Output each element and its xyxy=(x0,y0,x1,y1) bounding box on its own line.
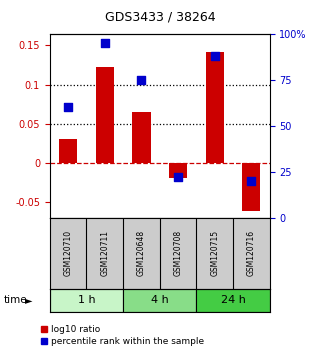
Point xyxy=(212,53,217,58)
Bar xyxy=(96,67,114,163)
Legend: log10 ratio, percentile rank within the sample: log10 ratio, percentile rank within the … xyxy=(37,321,208,349)
Point xyxy=(249,178,254,184)
Text: time: time xyxy=(3,295,27,305)
Bar xyxy=(196,289,270,312)
Text: GSM120715: GSM120715 xyxy=(210,230,219,276)
Bar xyxy=(123,289,196,312)
Text: 24 h: 24 h xyxy=(221,295,246,305)
Text: GSM120711: GSM120711 xyxy=(100,230,109,276)
Text: GSM120708: GSM120708 xyxy=(174,230,183,276)
Text: 4 h: 4 h xyxy=(151,295,169,305)
Text: ►: ► xyxy=(24,295,32,305)
Bar xyxy=(205,52,224,163)
Point xyxy=(65,104,71,110)
Text: GSM120648: GSM120648 xyxy=(137,230,146,276)
Text: GSM120710: GSM120710 xyxy=(64,230,73,276)
Bar xyxy=(59,139,77,163)
Text: GSM120716: GSM120716 xyxy=(247,230,256,276)
Point xyxy=(176,175,181,180)
Point xyxy=(102,40,107,46)
Bar xyxy=(169,163,187,178)
Bar xyxy=(242,163,260,211)
Point xyxy=(139,77,144,82)
Text: GDS3433 / 38264: GDS3433 / 38264 xyxy=(105,11,216,24)
Bar xyxy=(50,289,123,312)
Bar xyxy=(132,112,151,163)
Text: 1 h: 1 h xyxy=(78,295,95,305)
